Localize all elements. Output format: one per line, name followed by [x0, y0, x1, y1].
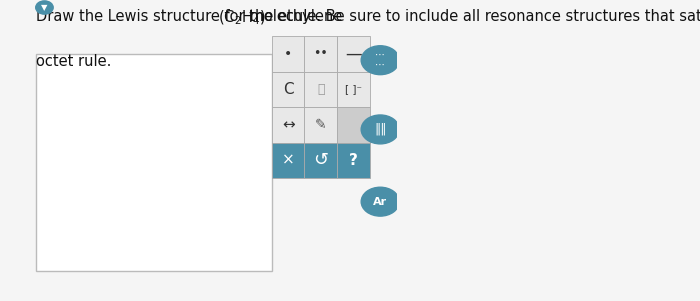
- Text: ⋯
⋯: ⋯ ⋯: [375, 50, 385, 70]
- Bar: [304, 36, 337, 72]
- Text: ↺: ↺: [313, 151, 328, 169]
- Text: ×: ×: [282, 153, 295, 168]
- Text: C: C: [283, 82, 293, 97]
- Text: Draw the Lewis structure for the ethylene: Draw the Lewis structure for the ethylen…: [36, 9, 346, 24]
- Bar: [272, 36, 304, 72]
- Text: molecule. Be sure to include all resonance structures that satisfy the: molecule. Be sure to include all resonan…: [245, 9, 700, 24]
- Text: ↔: ↔: [282, 117, 295, 132]
- Text: octet rule.: octet rule.: [36, 54, 111, 69]
- Circle shape: [36, 1, 53, 14]
- Text: [ ]⁻: [ ]⁻: [344, 84, 362, 95]
- Bar: [272, 72, 304, 107]
- Circle shape: [361, 115, 399, 144]
- Bar: [337, 143, 370, 178]
- Text: ‖‖: ‖‖: [374, 123, 386, 136]
- Text: —: —: [345, 45, 362, 63]
- Text: $\left(\mathrm{C_2H_4}\right)$: $\left(\mathrm{C_2H_4}\right)$: [218, 9, 265, 27]
- Bar: [272, 143, 304, 178]
- Bar: [337, 36, 370, 72]
- Text: ••: ••: [314, 47, 328, 61]
- Text: •: •: [284, 47, 293, 61]
- Bar: [304, 107, 337, 143]
- Bar: [272, 107, 304, 143]
- Bar: [337, 72, 370, 107]
- Circle shape: [361, 187, 399, 216]
- Text: ✎: ✎: [315, 118, 326, 132]
- Text: ⬜: ⬜: [317, 83, 324, 96]
- Bar: [304, 72, 337, 107]
- Bar: [304, 143, 337, 178]
- Bar: [36, 54, 272, 271]
- Circle shape: [361, 46, 399, 75]
- Text: ?: ?: [349, 153, 358, 168]
- Text: ▼: ▼: [41, 3, 48, 12]
- Bar: [337, 107, 370, 143]
- Text: Ar: Ar: [373, 197, 387, 207]
